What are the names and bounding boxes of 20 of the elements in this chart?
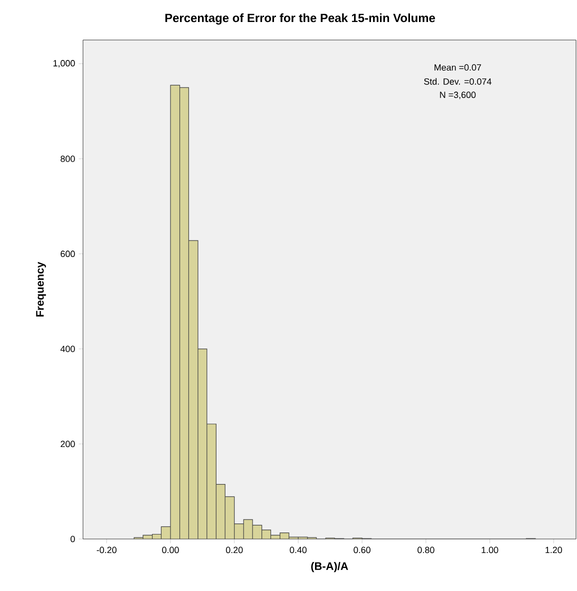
x-tick-label: 1.00 [482, 546, 498, 554]
y-tick-label: 0 [70, 536, 75, 542]
x-tick-label: 0.60 [354, 546, 370, 554]
x-axis-title: (B-A)/A [311, 562, 348, 572]
y-tick-label: 1,000 [53, 60, 75, 68]
y-tick-label: 400 [60, 346, 75, 352]
x-tick-label: -0.20 [96, 546, 116, 554]
x-tick-label: 0.20 [226, 546, 243, 554]
y-tick-label: 800 [60, 156, 75, 162]
x-tick-label: 0.80 [418, 546, 434, 554]
annotation: N =3,600 [440, 92, 476, 100]
x-tick-label: 0.00 [162, 546, 179, 554]
chart-title: Percentage of Error for the Peak 15-min Volume [165, 13, 435, 25]
y-axis-title: Frequency [36, 262, 46, 316]
y-tick-label: 600 [60, 250, 75, 258]
annotation: Mean =0.07 [434, 64, 482, 71]
annotation: Std. Dev. =0.074 [424, 78, 492, 85]
x-tick-label: 1.20 [546, 546, 562, 554]
x-tick-label: 0.40 [290, 546, 307, 554]
y-tick-label: 200 [60, 440, 75, 448]
